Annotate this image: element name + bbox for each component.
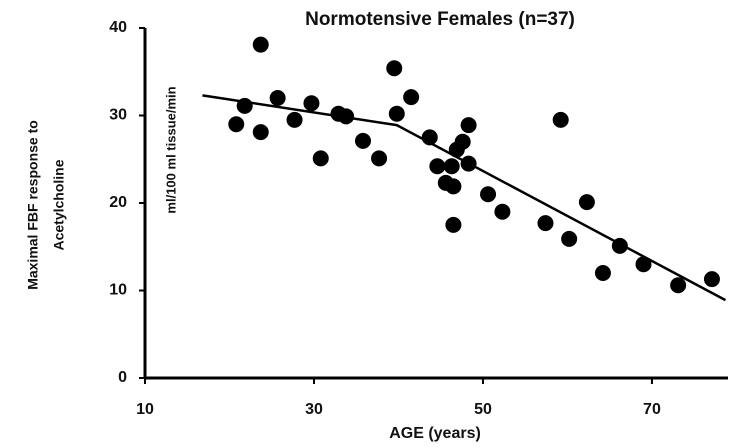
- point: [445, 216, 462, 233]
- point: [594, 265, 611, 281]
- y-axis-label: Maximal FBF response to: [25, 120, 41, 290]
- point: [386, 60, 403, 77]
- point: [252, 36, 269, 53]
- x-tick-label: 10: [136, 401, 154, 418]
- x-tick-label: 70: [643, 401, 661, 418]
- point: [236, 97, 253, 114]
- point: [303, 95, 320, 112]
- y-axis-label: Acetylcholine: [51, 159, 67, 250]
- y-tick-label: 10: [109, 282, 127, 299]
- y-axis-units: ml/100 ml tissue/min: [163, 86, 178, 213]
- point: [454, 133, 471, 150]
- x-tick-label: 30: [305, 401, 323, 418]
- point: [371, 150, 388, 167]
- y-tick-label: 20: [109, 194, 127, 211]
- point: [403, 89, 420, 106]
- point: [552, 111, 569, 128]
- point: [494, 203, 511, 220]
- point: [703, 271, 720, 288]
- point: [421, 129, 438, 146]
- point: [286, 111, 303, 128]
- point: [537, 215, 554, 232]
- point: [388, 105, 405, 122]
- point: [611, 237, 628, 254]
- chart-title: Normotensive Females (n=37): [305, 9, 575, 30]
- point: [269, 90, 286, 106]
- point: [312, 150, 329, 167]
- point: [670, 277, 687, 294]
- point: [443, 158, 460, 175]
- x-tick-label: 50: [474, 401, 492, 418]
- point: [228, 116, 245, 133]
- point: [578, 194, 595, 211]
- point: [460, 155, 477, 172]
- y-tick-label: 30: [109, 107, 127, 124]
- point: [429, 158, 446, 175]
- point: [561, 230, 578, 247]
- point: [445, 178, 462, 195]
- y-tick-label: 0: [118, 369, 127, 386]
- point: [635, 256, 652, 273]
- y-tick-label: 40: [109, 19, 127, 36]
- point: [480, 186, 497, 203]
- x-axis-label: AGE (years): [389, 425, 481, 442]
- point: [252, 124, 269, 141]
- point: [338, 108, 355, 125]
- point: [460, 117, 477, 134]
- point: [354, 132, 371, 149]
